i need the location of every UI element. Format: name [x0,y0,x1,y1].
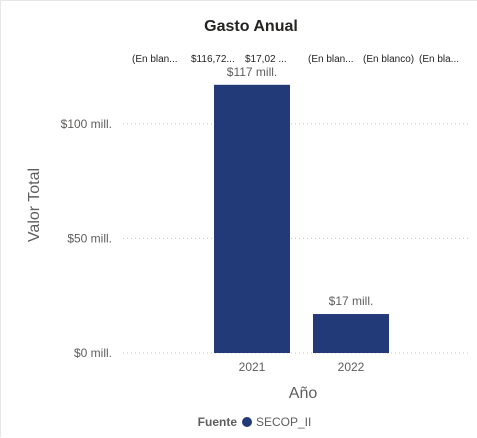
gridlines [123,123,469,354]
y-axis-title: Valor Total [26,168,43,242]
top-label: $17,02 ... [245,54,287,65]
top-label: (En bla... [419,54,459,65]
x-tick-label: 2021 [239,360,266,374]
top-label: (En blanco) [363,54,414,65]
x-axis-ticks: 2021 2022 [239,360,365,374]
chart-title: Gasto Anual [204,18,298,35]
y-tick-label: $50 mill. [67,231,112,245]
legend: Fuente SECOP_II [198,415,312,429]
data-label: $17 mill. [329,294,374,308]
top-label: (En blan... [132,54,178,65]
top-label: $116,72... [191,54,235,65]
bar-2021[interactable] [214,84,290,354]
y-tick-label: $0 mill. [74,346,112,360]
bars: $117 mill. $17 mill. [214,65,389,354]
y-tick-label: $100 mill. [61,117,112,131]
top-label-row: (En blan... $116,72... $17,02 ... (En blan.… [132,54,459,65]
y-axis-ticks: $0 mill. $50 mill. $100 mill. [61,117,112,360]
legend-title: Fuente [198,415,238,429]
x-tick-label: 2022 [338,360,365,374]
legend-entry[interactable]: SECOP_II [256,415,311,429]
top-label: (En blan... [308,54,354,65]
x-axis-title: Año [289,385,318,402]
data-label: $117 mill. [227,65,277,79]
legend-swatch[interactable] [242,417,252,427]
bar-2022[interactable] [313,314,389,353]
